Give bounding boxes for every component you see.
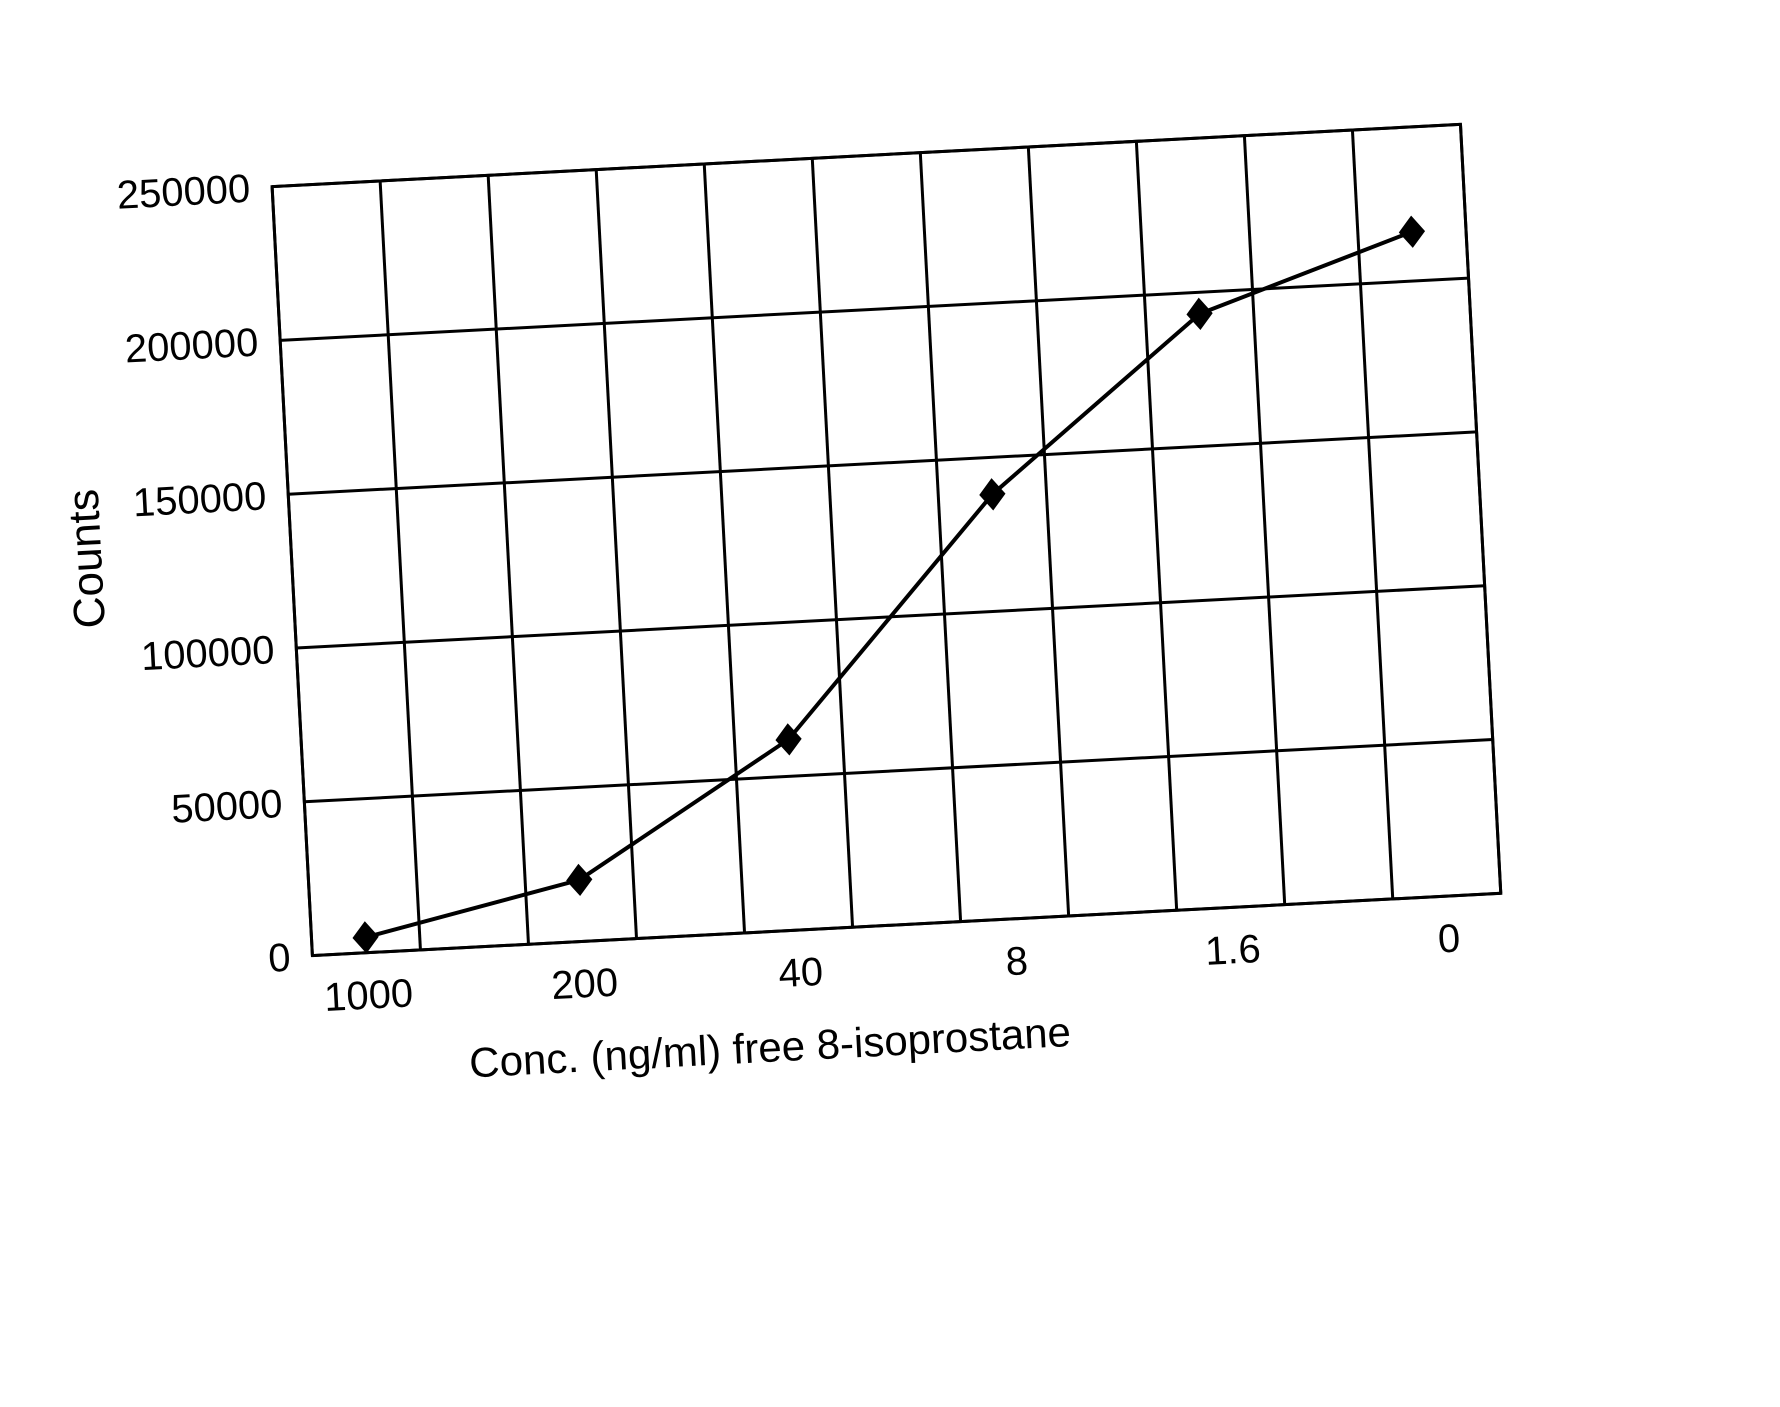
y-tick-label: 250000 <box>116 167 252 218</box>
line-chart: 0 50000 100000 150000 200000 250000 Counts 1000… <box>0 0 1780 1407</box>
x-tick-label: 40 <box>777 950 824 996</box>
y-axis-label: Counts <box>59 488 115 630</box>
y-tick-label: 150000 <box>132 474 268 525</box>
y-tick-label: 0 <box>267 936 292 981</box>
y-tick-label: 50000 <box>170 782 283 832</box>
x-tick-label: 8 <box>1005 939 1030 984</box>
x-tick-label: 1000 <box>323 971 414 1020</box>
y-tick-label: 200000 <box>124 321 260 372</box>
x-tick-label: 0 <box>1437 917 1462 962</box>
chart-container: 0 50000 100000 150000 200000 250000 Counts 1000… <box>0 0 1780 1407</box>
x-tick-label: 200 <box>550 961 619 1008</box>
y-tick-label: 100000 <box>140 628 276 679</box>
x-tick-label: 1.6 <box>1204 927 1262 974</box>
